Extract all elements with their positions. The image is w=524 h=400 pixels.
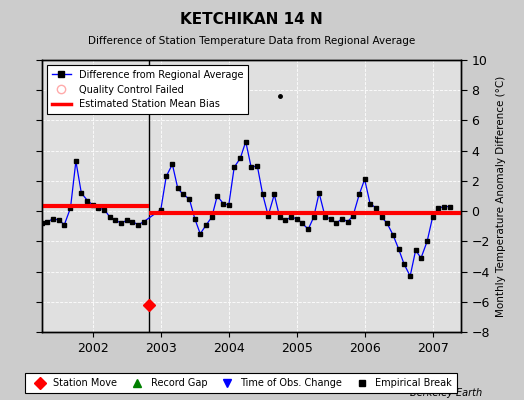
Text: KETCHIKAN 14 N: KETCHIKAN 14 N — [180, 12, 323, 27]
Y-axis label: Monthly Temperature Anomaly Difference (°C): Monthly Temperature Anomaly Difference (… — [496, 75, 506, 317]
Text: Difference of Station Temperature Data from Regional Average: Difference of Station Temperature Data f… — [88, 36, 415, 46]
Legend: Station Move, Record Gap, Time of Obs. Change, Empirical Break: Station Move, Record Gap, Time of Obs. C… — [25, 374, 457, 393]
Text: Berkeley Earth: Berkeley Earth — [410, 388, 482, 398]
Legend: Difference from Regional Average, Quality Control Failed, Estimated Station Mean: Difference from Regional Average, Qualit… — [47, 65, 248, 114]
